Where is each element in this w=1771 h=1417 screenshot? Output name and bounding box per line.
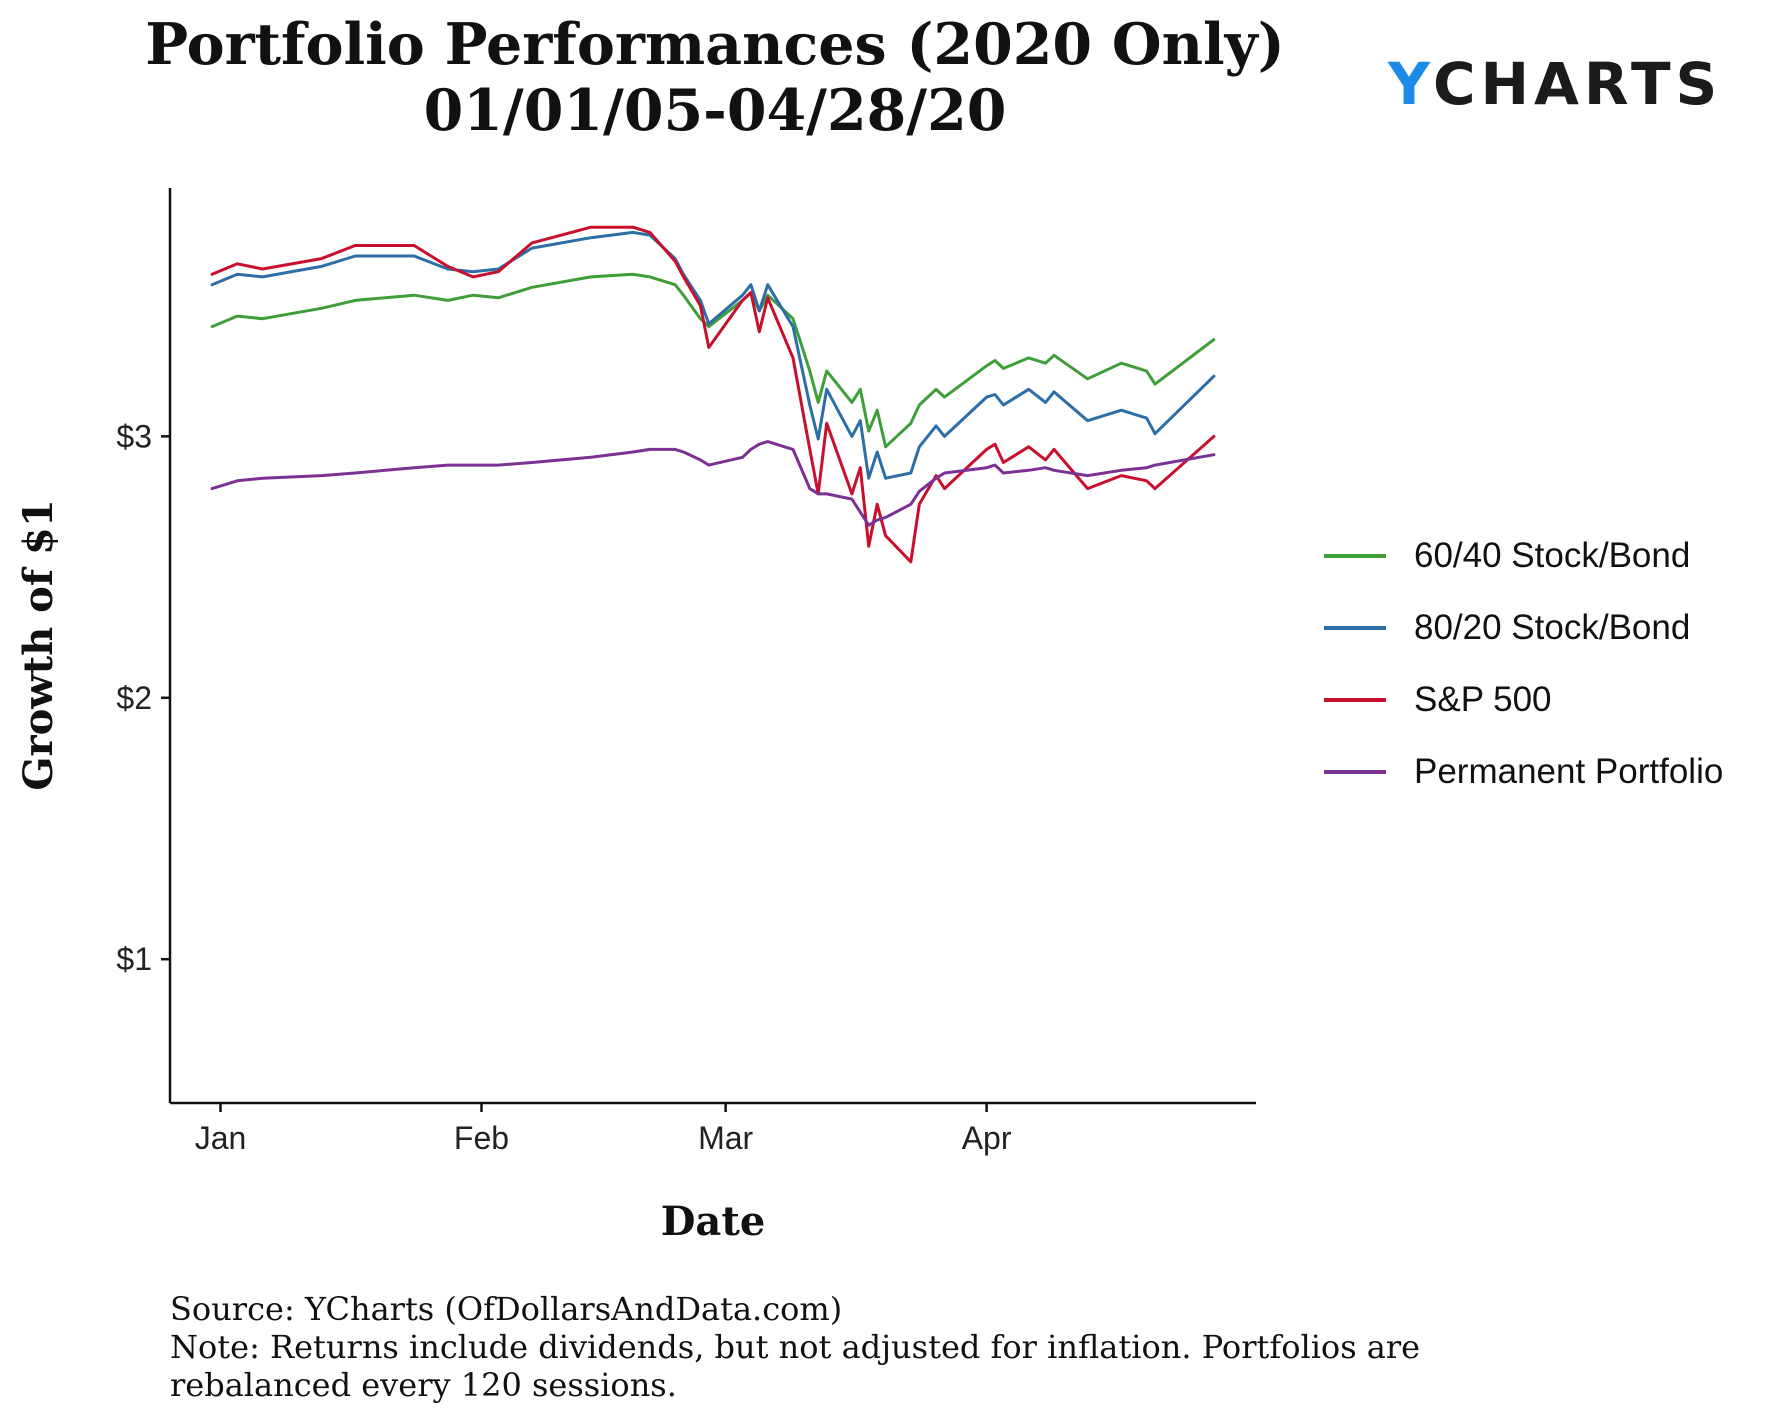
x-tick-label: Mar: [698, 1120, 753, 1156]
legend-item-permanent-portfolio: Permanent Portfolio: [1318, 736, 1723, 808]
x-axis-title: Date: [661, 1198, 766, 1245]
chart-title-line-1: Portfolio Performances (2020 Only): [145, 11, 1285, 78]
series-line-80-20-stock-bond: [210, 230, 1216, 480]
legend-label: S&P 500: [1414, 680, 1552, 719]
legend-item-s-p-500: S&P 500: [1318, 664, 1723, 736]
legend-label: Permanent Portfolio: [1414, 752, 1724, 791]
legend-swatch: [1324, 626, 1386, 630]
series-lines: [210, 225, 1216, 564]
footnote-source: Source: YCharts (OfDollarsAndData.com): [170, 1290, 843, 1328]
legend-swatch: [1324, 554, 1386, 558]
footnote-note-line-1: Note: Returns include dividends, but not…: [170, 1328, 1421, 1366]
legend-label: 60/40 Stock/Bond: [1414, 536, 1691, 575]
chart-title-line-2: 01/01/05-04/28/20: [423, 77, 1007, 144]
series-line-60-40-stock-bond: [210, 272, 1216, 449]
y-axis-title: Growth of $1: [15, 499, 62, 790]
y-tick-label: $3: [116, 418, 152, 454]
y-tick-label: $1: [116, 941, 152, 977]
y-tick-label: $2: [116, 680, 152, 716]
x-tick-label: Jan: [195, 1120, 247, 1156]
series-line-s-p-500: [210, 225, 1216, 564]
chart-axes: [168, 188, 1256, 1105]
legend-label: 80/20 Stock/Bond: [1414, 608, 1691, 647]
logo-wordmark: CHARTS: [1432, 50, 1723, 118]
footnote: Source: YCharts (OfDollarsAndData.com) N…: [170, 1290, 1590, 1404]
series-line-permanent-portfolio: [210, 440, 1216, 527]
chart-title: Portfolio Performances (2020 Only) 01/01…: [0, 12, 1430, 144]
x-tick-label: Feb: [454, 1120, 509, 1156]
logo-y-mark: Y: [1388, 50, 1433, 118]
x-axis-ticks: Jan Feb Mar Apr: [195, 1103, 1012, 1156]
legend-swatch: [1324, 698, 1386, 702]
legend-swatch: [1324, 770, 1386, 774]
legend-item-80-20-stock-bond: 80/20 Stock/Bond: [1318, 592, 1723, 664]
y-axis-ticks: $1 $2 $3: [116, 418, 170, 977]
ycharts-logo: YCHARTS: [1388, 50, 1722, 118]
footnote-note-line-2: rebalanced every 120 sessions.: [170, 1366, 677, 1404]
x-tick-label: Apr: [962, 1120, 1012, 1156]
chart-legend: 60/40 Stock/Bond 80/20 Stock/Bond S&P 500 P…: [1318, 520, 1723, 808]
legend-item-60-40-stock-bond: 60/40 Stock/Bond: [1318, 520, 1723, 592]
